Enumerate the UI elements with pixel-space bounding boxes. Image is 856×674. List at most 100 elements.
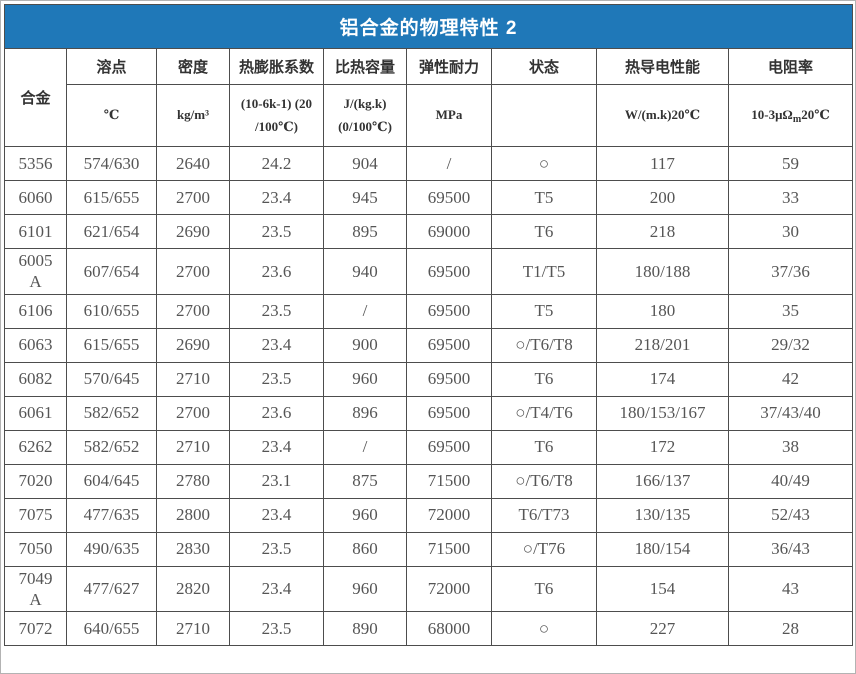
- column-header-density: 密度: [156, 48, 230, 85]
- column-header-specific-heat: 比热容量: [323, 48, 407, 85]
- alloy-cell: 6106: [4, 293, 67, 329]
- value-cell: 35: [727, 293, 854, 329]
- value-cell: 604/645: [66, 463, 157, 499]
- value-cell: 574/630: [66, 146, 157, 181]
- value-cell: 69000: [406, 214, 492, 249]
- value-cell: 69500: [406, 429, 492, 465]
- value-cell: 218/201: [596, 327, 729, 363]
- value-cell: 490/635: [66, 531, 157, 567]
- value-cell: 23.5: [229, 361, 324, 397]
- value-cell: 28: [727, 611, 854, 646]
- value-cell: T6: [491, 565, 597, 612]
- alloy-cell: 7050: [4, 531, 67, 567]
- value-cell: 582/652: [66, 429, 157, 465]
- value-cell: 200: [596, 180, 729, 215]
- value-cell: /: [323, 293, 407, 329]
- value-cell: T5: [491, 180, 597, 215]
- unit-specific-heat: J/(kg.k) (0/100℃): [323, 84, 407, 147]
- unit-resistivity-base: 10-3μΩ: [751, 106, 793, 122]
- alloy-properties-table: 铝合金的物理特性 2 合金 溶点 密度 热膨胀系数 比热容量 弹性耐力 状态 热…: [3, 4, 854, 646]
- value-cell: 610/655: [66, 293, 157, 329]
- unit-melting-point: ℃: [66, 84, 157, 147]
- value-cell: 71500: [406, 531, 492, 567]
- value-cell: 2690: [156, 327, 230, 363]
- value-cell: 2710: [156, 611, 230, 646]
- value-cell: 2640: [156, 146, 230, 181]
- value-cell: 607/654: [66, 248, 157, 295]
- alloy-cell: 6082: [4, 361, 67, 397]
- column-header-thermal-conductivity: 热导电性能: [596, 48, 729, 85]
- value-cell: 2700: [156, 395, 230, 431]
- header-row-units: ℃ kg/m³ (10-6k-1) (20 /100℃) J/(kg.k) (0…: [5, 84, 854, 147]
- value-cell: 23.5: [229, 531, 324, 567]
- title-row: 铝合金的物理特性 2: [3, 4, 854, 49]
- table-body: 5356 574/630 2640 24.2 904/○ 117 59 6060 615/655…: [4, 146, 854, 646]
- unit-thermal-expansion: (10-6k-1) (20 /100℃): [229, 84, 324, 147]
- value-cell: 174: [596, 361, 729, 397]
- value-cell: 860: [323, 531, 407, 567]
- table-row: 6101 621/654 2690 23.5 895 69000 T6 218 30: [4, 214, 854, 249]
- value-cell: 2690: [156, 214, 230, 249]
- column-header-alloy: 合金: [4, 48, 67, 147]
- value-cell: 36/43: [727, 531, 854, 567]
- value-cell: T6: [491, 214, 597, 249]
- value-cell: 582/652: [66, 395, 157, 431]
- value-cell: T6/T73: [491, 497, 597, 533]
- value-cell: 130/135: [596, 497, 729, 533]
- alloy-cell: 6063: [4, 327, 67, 363]
- value-cell: 2700: [156, 293, 230, 329]
- alloy-cell: 5356: [4, 146, 67, 181]
- value-cell: 23.4: [229, 327, 324, 363]
- value-cell: 172: [596, 429, 729, 465]
- value-cell: 570/645: [66, 361, 157, 397]
- value-cell: 227: [596, 611, 729, 646]
- value-cell: 38: [727, 429, 854, 465]
- value-cell: 33: [727, 180, 854, 215]
- value-cell: 72000: [406, 497, 492, 533]
- unit-temper: [491, 84, 597, 147]
- value-cell: 69500: [406, 327, 492, 363]
- value-cell: 23.6: [229, 395, 324, 431]
- value-cell: ○/T6/T8: [491, 327, 597, 363]
- value-cell: 640/655: [66, 611, 157, 646]
- value-cell: T5: [491, 293, 597, 329]
- alloy-cell: 6101: [4, 214, 67, 249]
- value-cell: 615/655: [66, 180, 157, 215]
- value-cell: 37/36: [727, 248, 854, 295]
- value-cell: 29/32: [727, 327, 854, 363]
- value-cell: 23.5: [229, 611, 324, 646]
- value-cell: 615/655: [66, 327, 157, 363]
- table-row: 5356 574/630 2640 24.2 904/○ 117 59: [4, 146, 854, 181]
- value-cell: 180/154: [596, 531, 729, 567]
- alloy-cell: 6005 A: [4, 248, 67, 295]
- value-cell: 621/654: [66, 214, 157, 249]
- value-cell: T6: [491, 429, 597, 465]
- value-cell: 218: [596, 214, 729, 249]
- value-cell: 2800: [156, 497, 230, 533]
- table-row: 6063 615/655 2690 23.4 900 69500 ○/T6/T8 218/20…: [4, 327, 854, 363]
- table-row: 7050 490/635 2830 23.5 860 71500 ○/T76 180/154 3…: [4, 531, 854, 567]
- table-row: 6005 A 607/654 2700 23.6 940 69500 T1/T5 180/18…: [4, 248, 854, 295]
- unit-thermal-conductivity: W/(m.k)20℃: [596, 84, 729, 147]
- table-row: 7072 640/655 2710 23.5 890 68000 ○ 227 28: [4, 611, 854, 646]
- alloy-cell: 6262: [4, 429, 67, 465]
- value-cell: 71500: [406, 463, 492, 499]
- value-cell: ○: [491, 611, 597, 646]
- unit-density: kg/m³: [156, 84, 230, 147]
- value-cell: ○: [491, 146, 597, 181]
- value-cell: 2710: [156, 361, 230, 397]
- column-header-resistivity: 电阻率: [727, 48, 854, 85]
- table-title: 铝合金的物理特性 2: [3, 4, 854, 49]
- value-cell: 68000: [406, 611, 492, 646]
- value-cell: 960: [323, 361, 407, 397]
- column-header-elastic-strength: 弹性耐力: [406, 48, 492, 85]
- value-cell: 895: [323, 214, 407, 249]
- value-cell: 23.5: [229, 214, 324, 249]
- value-cell: 23.1: [229, 463, 324, 499]
- value-cell: 477/627: [66, 565, 157, 612]
- value-cell: ○/T76: [491, 531, 597, 567]
- value-cell: 37/43/40: [727, 395, 854, 431]
- value-cell: 69500: [406, 395, 492, 431]
- value-cell: 180/188: [596, 248, 729, 295]
- value-cell: 2710: [156, 429, 230, 465]
